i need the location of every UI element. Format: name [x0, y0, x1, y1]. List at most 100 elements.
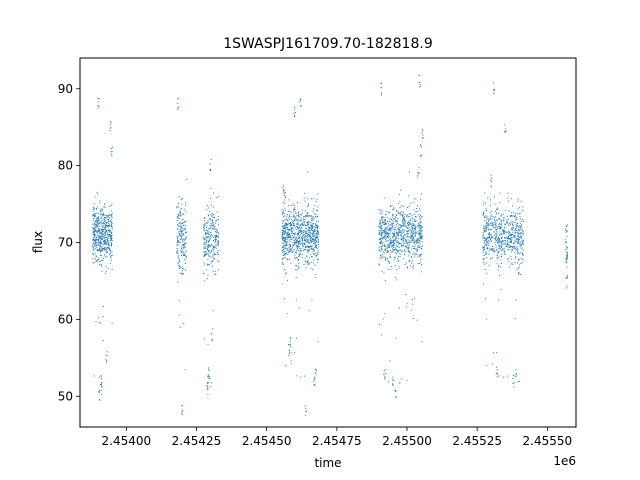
data-point — [399, 234, 401, 236]
data-point — [309, 226, 311, 228]
data-point — [108, 223, 110, 225]
data-point — [103, 227, 105, 229]
data-point — [296, 228, 298, 230]
data-point — [513, 236, 515, 238]
data-point — [106, 351, 108, 353]
data-point — [284, 238, 286, 240]
data-point — [394, 248, 396, 250]
data-point — [519, 264, 521, 266]
data-point — [210, 170, 212, 172]
data-point — [507, 258, 509, 260]
data-point — [519, 222, 521, 224]
data-point — [403, 245, 405, 247]
data-point — [498, 244, 500, 246]
data-point — [380, 213, 382, 215]
data-point — [313, 233, 315, 235]
data-point — [281, 214, 283, 216]
data-point — [99, 231, 101, 233]
data-point — [108, 229, 110, 231]
data-point — [395, 228, 397, 230]
data-point — [205, 251, 207, 253]
data-point — [384, 237, 386, 239]
data-point — [420, 145, 422, 147]
data-point — [290, 248, 292, 250]
data-point — [313, 384, 315, 386]
data-point — [495, 213, 497, 215]
data-point — [294, 208, 296, 210]
data-point — [283, 239, 285, 241]
data-point — [98, 105, 100, 107]
data-point — [499, 248, 501, 250]
data-point — [378, 250, 380, 252]
data-point — [315, 224, 317, 226]
data-point — [413, 223, 415, 225]
data-point — [297, 222, 299, 224]
data-point — [176, 239, 178, 241]
x-tick-label: 2.45500 — [382, 434, 432, 448]
data-point — [97, 222, 99, 224]
data-point — [494, 239, 496, 241]
data-point — [493, 352, 495, 354]
data-point — [301, 227, 303, 229]
data-point — [101, 386, 103, 388]
data-point — [382, 216, 384, 218]
data-point — [510, 251, 512, 253]
data-point — [399, 227, 401, 229]
data-point — [287, 241, 289, 243]
data-point — [297, 248, 299, 250]
data-point — [294, 232, 296, 234]
data-point — [495, 373, 497, 375]
data-point — [387, 232, 389, 234]
data-point — [517, 252, 519, 254]
data-point — [382, 219, 384, 221]
data-point — [502, 217, 504, 219]
data-point — [180, 221, 182, 223]
data-point — [102, 212, 104, 214]
data-point — [484, 216, 486, 218]
data-point — [312, 223, 314, 225]
data-point — [204, 247, 206, 249]
data-point — [287, 232, 289, 234]
data-point — [508, 210, 510, 212]
data-point — [313, 378, 315, 380]
data-point — [408, 247, 410, 249]
data-point — [105, 255, 107, 257]
data-point — [493, 90, 495, 92]
data-point — [92, 247, 94, 249]
data-point — [384, 235, 386, 237]
data-point — [516, 213, 518, 215]
data-point — [392, 241, 394, 243]
data-point — [404, 250, 406, 252]
data-point — [101, 215, 103, 217]
data-point — [505, 243, 507, 245]
data-point — [289, 351, 291, 353]
data-point — [388, 261, 390, 263]
data-point — [294, 218, 296, 220]
data-point — [378, 229, 380, 231]
data-point — [312, 211, 314, 213]
data-point — [185, 224, 187, 226]
data-point — [99, 237, 101, 239]
data-point — [95, 221, 97, 223]
data-point — [210, 237, 212, 239]
data-point — [396, 269, 398, 271]
data-point — [296, 246, 298, 248]
data-point — [103, 214, 105, 216]
data-point — [519, 243, 521, 245]
data-point — [313, 253, 315, 255]
data-point — [511, 224, 513, 226]
data-point — [408, 260, 410, 262]
data-point — [100, 255, 102, 257]
data-point — [179, 196, 181, 198]
data-point — [515, 240, 517, 242]
data-point — [307, 248, 309, 250]
data-point — [520, 237, 522, 239]
data-point — [380, 241, 382, 243]
data-point — [96, 218, 98, 220]
data-point — [313, 380, 315, 382]
data-point — [184, 258, 186, 260]
data-point — [95, 255, 97, 257]
data-point — [299, 228, 301, 230]
data-point — [178, 214, 180, 216]
data-point — [204, 245, 206, 247]
